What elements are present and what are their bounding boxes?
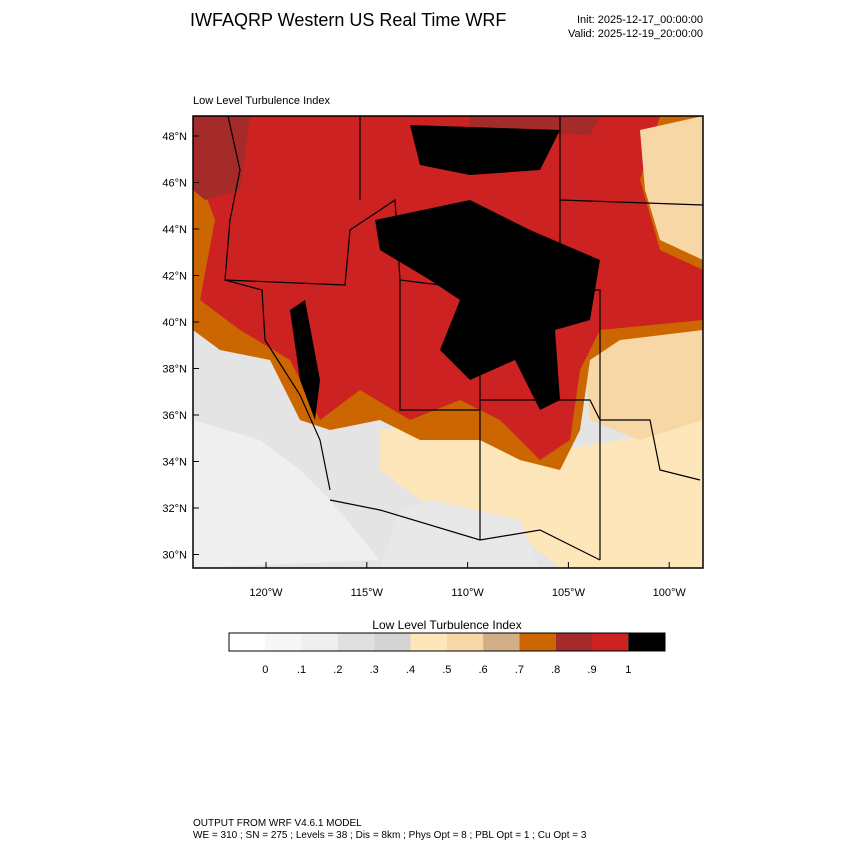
- colorbar-tick-label: .5: [442, 664, 451, 676]
- map-field: [193, 116, 703, 568]
- lon-label: 115°W: [351, 587, 384, 599]
- lat-label: 38°N: [162, 364, 187, 376]
- lat-label: 48°N: [162, 131, 187, 143]
- footer-line: OUTPUT FROM WRF V4.6.1 MODEL: [193, 818, 362, 829]
- lon-label: 105°W: [552, 587, 586, 599]
- map-title: Low Level Turbulence Index: [193, 95, 330, 107]
- lat-label: 42°N: [162, 271, 187, 283]
- lat-label: 46°N: [162, 178, 187, 190]
- lat-label: 34°N: [162, 457, 187, 469]
- colorbar-tick-label: .9: [587, 664, 596, 676]
- valid-time: Valid: 2025-12-19_20:00:00: [568, 28, 703, 40]
- init-time: Init: 2025-12-17_00:00:00: [577, 14, 703, 26]
- footer-line: WE = 310 ; SN = 275 ; Levels = 38 ; Dis …: [193, 830, 587, 841]
- title: IWFAQRP Western US Real Time WRF: [190, 10, 506, 30]
- lon-label: 110°W: [451, 587, 484, 599]
- lat-label: 32°N: [162, 503, 187, 515]
- lat-label: 30°N: [162, 550, 187, 562]
- lat-label: 40°N: [162, 317, 187, 329]
- colorbar-tick-label: 1: [625, 664, 631, 676]
- colorbar-tick-label: .8: [551, 664, 560, 676]
- colorbar-tick-label: .7: [515, 664, 524, 676]
- lat-label: 44°N: [162, 224, 187, 236]
- lon-label: 120°W: [249, 587, 283, 599]
- colorbar-tick-label: .3: [370, 664, 379, 676]
- colorbar-title: Low Level Turbulence Index: [372, 618, 521, 632]
- lon-label: 100°W: [653, 587, 687, 599]
- colorbar-tick-label: .6: [479, 664, 488, 676]
- colorbar: [228, 632, 666, 652]
- colorbar-tick-label: .2: [333, 664, 342, 676]
- colorbar-tick-label: .4: [406, 664, 415, 676]
- colorbar-tick-label: 0: [262, 664, 268, 676]
- map-frame: [192, 115, 704, 569]
- colorbar-tick-label: .1: [297, 664, 306, 676]
- lat-label: 36°N: [162, 410, 187, 422]
